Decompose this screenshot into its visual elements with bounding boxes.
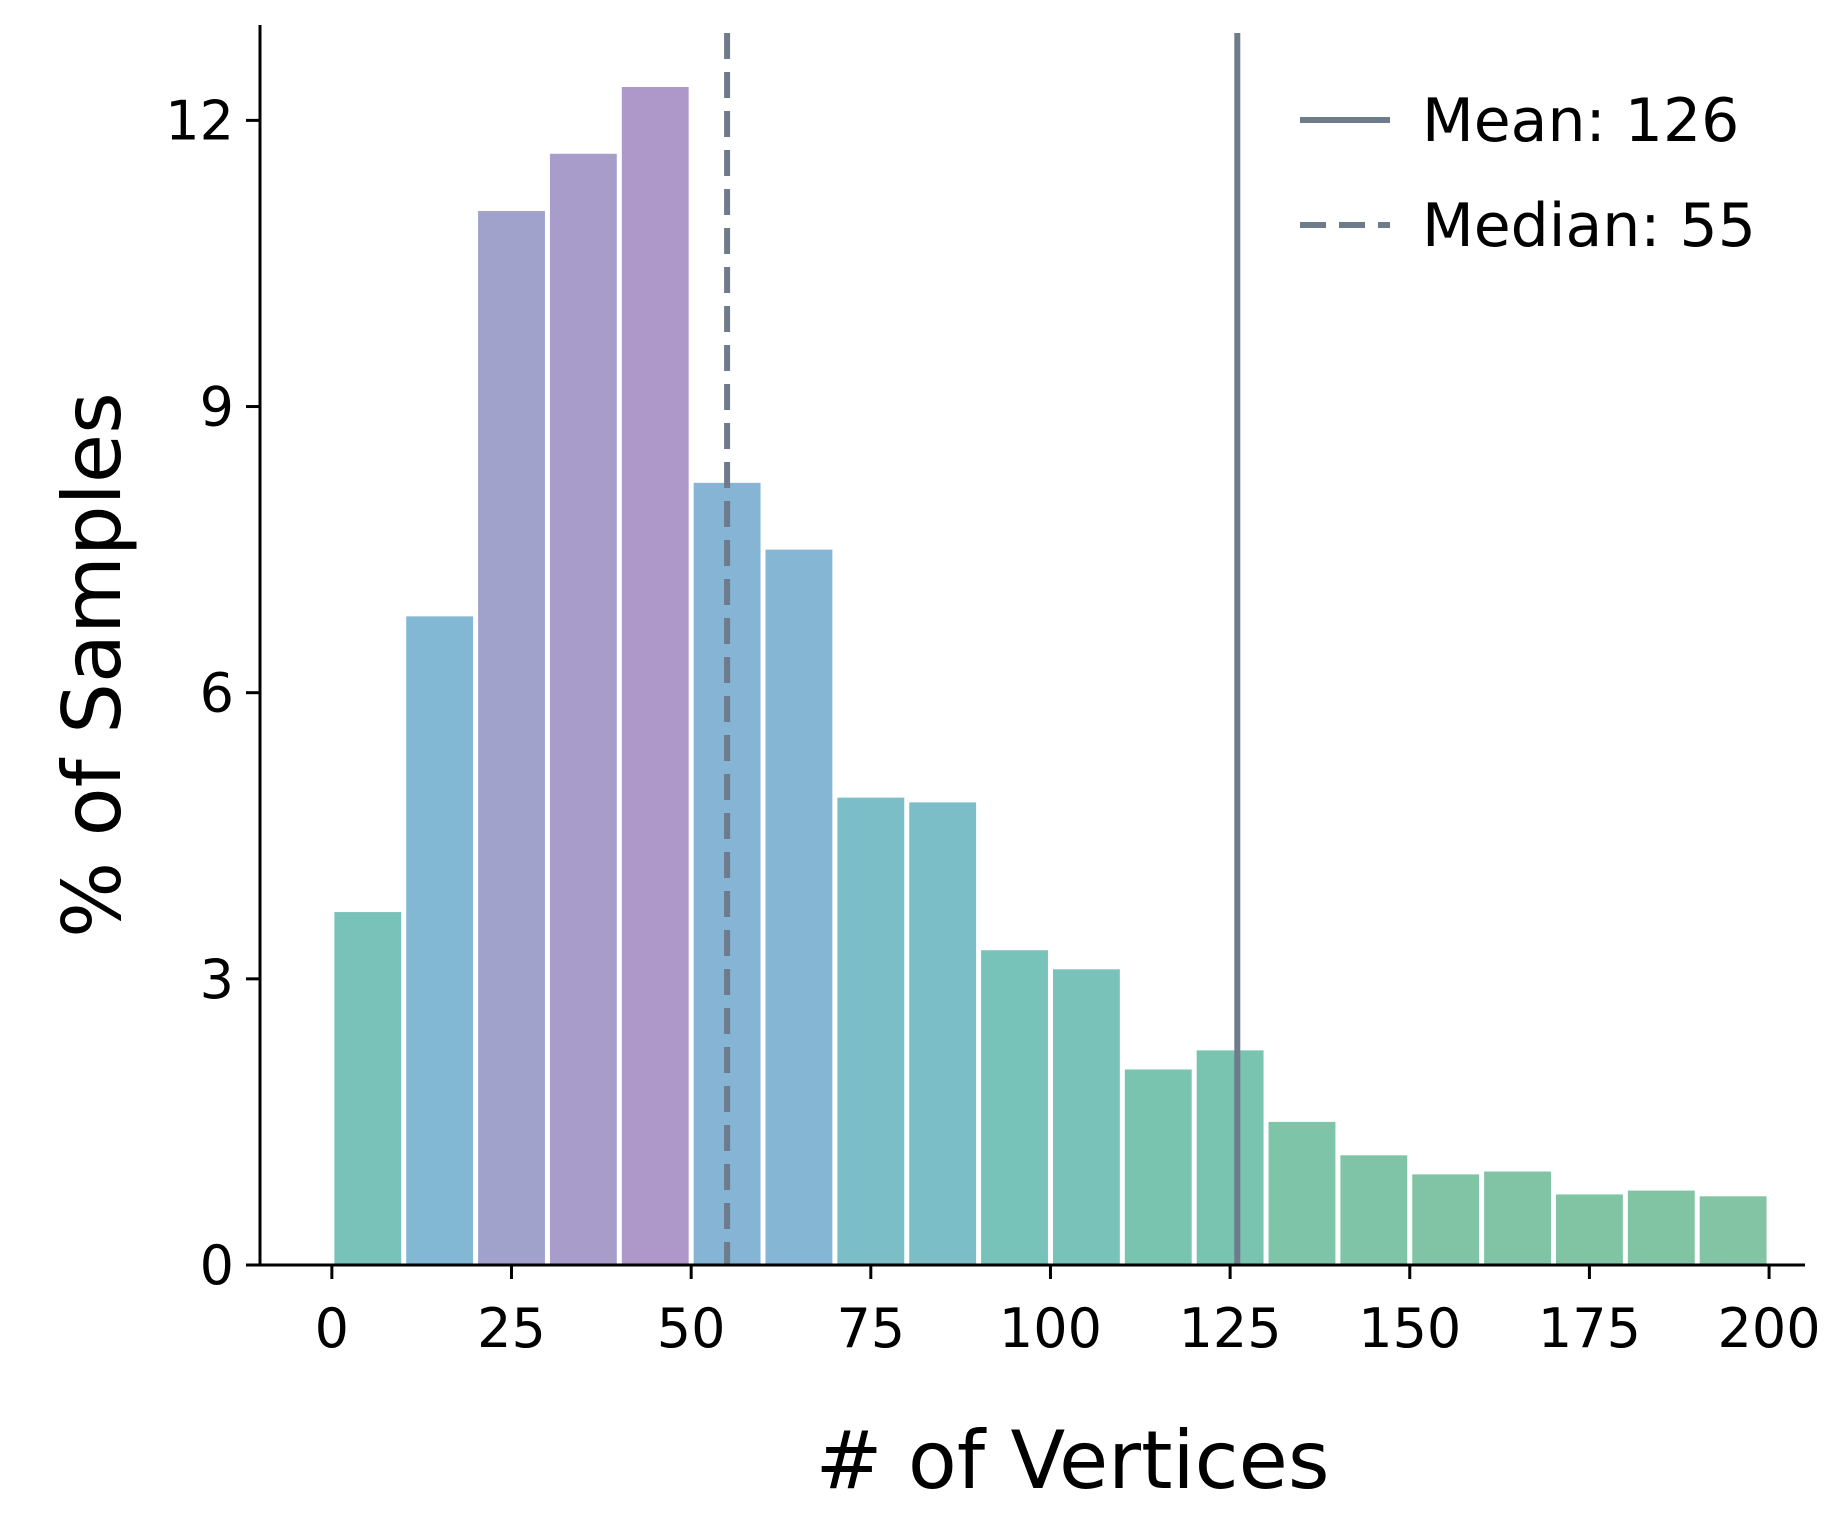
histogram-bar-120-130 [1196,1050,1264,1265]
y-tick-label: 3 [200,948,234,1011]
histogram-bar-20-30 [478,211,545,1265]
histogram-bar-100-110 [1052,969,1120,1265]
histogram-bar-110-120 [1124,1069,1192,1265]
x-tick-label: 100 [999,1297,1102,1360]
histogram-bar-130-140 [1268,1121,1336,1265]
x-tick-label: 200 [1718,1297,1821,1360]
legend-median-label: Median: 55 [1422,191,1756,261]
x-tick-label: 75 [836,1297,905,1360]
histogram-bar-160-170 [1484,1171,1551,1265]
axes [258,25,1805,1267]
histogram-bar-90-100 [981,950,1048,1265]
histogram-bar-190-200 [1699,1196,1767,1265]
y-axis-title: % of Samples [46,392,139,938]
y-tick-label: 12 [165,89,234,152]
histogram-bar-0-10 [334,912,402,1265]
x-axis-title: # of Vertices [815,1414,1329,1507]
y-tick-label: 6 [200,662,234,725]
y-tick-label: 9 [200,376,234,439]
histogram-bar-10-20 [406,616,474,1265]
histogram-bar-40-50 [621,87,689,1265]
x-tick-label: 150 [1358,1297,1461,1360]
x-tick-label: 25 [477,1297,546,1360]
histogram-bar-170-180 [1555,1194,1623,1265]
histogram-bar-70-80 [837,797,905,1265]
y-tick-label: 0 [200,1234,234,1297]
histogram-bar-180-190 [1627,1190,1695,1265]
histogram-bar-80-90 [909,802,977,1265]
x-tick-label: 125 [1179,1297,1282,1360]
legend: Mean: 126 Median: 55 [1300,86,1756,261]
x-tick-label: 50 [657,1297,726,1360]
reference-lines [724,33,1241,1265]
histogram-bar-60-70 [765,549,833,1265]
x-tick-label: 0 [315,1297,349,1360]
histogram-bar-140-150 [1340,1155,1408,1265]
legend-mean-label: Mean: 126 [1422,86,1739,156]
histogram-bar-150-160 [1412,1174,1480,1265]
x-axis-ticks: 0 25 50 75 100 125 150 175 200 [315,1265,1821,1360]
histogram-bars [334,87,1767,1265]
y-axis-ticks: 0 3 6 9 12 [165,89,260,1297]
x-tick-label: 175 [1538,1297,1641,1360]
histogram-bar-30-40 [549,153,617,1265]
